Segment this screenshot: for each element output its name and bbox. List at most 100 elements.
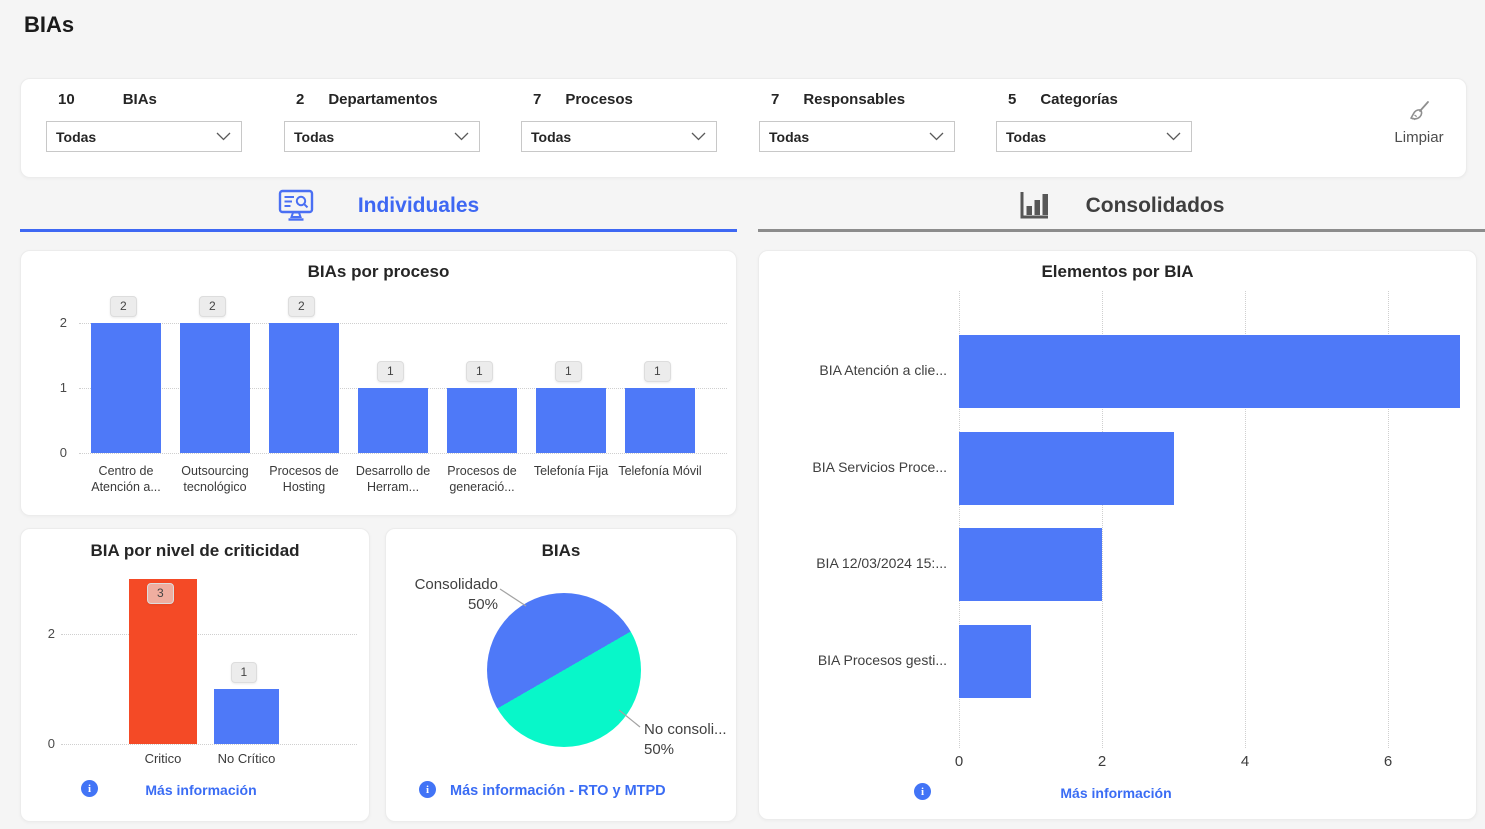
bar[interactable] bbox=[959, 625, 1031, 698]
more-info-link[interactable]: Más información bbox=[145, 782, 257, 798]
bar[interactable] bbox=[91, 323, 161, 453]
filter-departamentos-label: Departamentos bbox=[328, 91, 438, 108]
x-axis-category-label: Procesos de Hosting bbox=[269, 464, 339, 495]
bias-por-proceso-chart: 0 1 2 2 Centro de Atención a... 2 Outsourcing … bbox=[21, 251, 736, 515]
bar[interactable] bbox=[959, 335, 1460, 408]
x-axis-category-label: Telefonía Móvil bbox=[618, 464, 702, 478]
data-label: 1 bbox=[555, 361, 582, 382]
chart-card-bias-pie: BIAs Consolidado 50% No consoli... 50% i Má… bbox=[385, 528, 737, 822]
y-axis-category-label: BIA Procesos gesti... bbox=[817, 651, 947, 668]
filter-procesos-count: 7 bbox=[533, 91, 542, 108]
filter-categorias: 5 Categorías Todas bbox=[996, 91, 1192, 152]
procesos-filter-dropdown[interactable]: Todas bbox=[521, 121, 717, 152]
chart-title: BIAs bbox=[541, 541, 581, 560]
chevron-down-icon bbox=[454, 132, 469, 141]
y-axis-tick: 0 bbox=[47, 736, 55, 751]
chevron-down-icon bbox=[929, 132, 944, 141]
gridline bbox=[79, 323, 727, 324]
data-label: 2 bbox=[199, 296, 226, 317]
filter-bias: 10 BIAs Todas bbox=[46, 91, 242, 152]
filter-departamentos-count: 2 bbox=[296, 91, 305, 108]
filter-responsables-count: 7 bbox=[771, 91, 780, 108]
bar[interactable] bbox=[536, 388, 606, 453]
data-label: 2 bbox=[110, 296, 137, 317]
data-label: 3 bbox=[147, 583, 174, 604]
pie-slice-label: No consoli... 50% bbox=[644, 721, 727, 759]
chart-title: BIAs por proceso bbox=[307, 262, 450, 281]
filter-categorias-label: Categorías bbox=[1040, 91, 1118, 108]
pie-chart[interactable] bbox=[487, 593, 641, 747]
y-axis-category-label: BIA Atención a clie... bbox=[819, 361, 947, 378]
data-label: 1 bbox=[230, 662, 258, 683]
y-axis-category-label: BIA 12/03/2024 15:... bbox=[816, 554, 947, 571]
more-info-link[interactable]: Más información - RTO y MTPD bbox=[450, 783, 666, 799]
broom-icon bbox=[1410, 100, 1429, 120]
gridline bbox=[1102, 291, 1103, 748]
filter-bar: 10 BIAs Todas 2 Departamentos Todas 7 Pr… bbox=[20, 78, 1467, 178]
y-axis-tick: 2 bbox=[47, 626, 55, 641]
gridline bbox=[61, 634, 357, 635]
data-label: 1 bbox=[377, 361, 404, 382]
x-axis-category-label: Critico bbox=[144, 751, 182, 766]
filter-responsables: 7 Responsables Todas bbox=[759, 91, 955, 152]
info-icon[interactable]: i bbox=[81, 780, 98, 797]
data-label: 1 bbox=[466, 361, 493, 382]
page-title: BIAs bbox=[24, 12, 75, 37]
filter-bias-count: 10 bbox=[58, 91, 75, 108]
chart-card-bias-por-proceso: BIAs por proceso 0 1 2 2 Centro de Atención … bbox=[20, 250, 737, 516]
filter-procesos-label: Procesos bbox=[565, 91, 633, 108]
procesos-filter-value: Todas bbox=[531, 128, 572, 145]
bar[interactable] bbox=[269, 323, 339, 453]
gridline bbox=[1245, 291, 1246, 748]
bar[interactable] bbox=[180, 323, 250, 453]
clear-filters-label: Limpiar bbox=[1394, 128, 1444, 146]
responsables-filter-value: Todas bbox=[769, 128, 810, 145]
bar[interactable] bbox=[447, 388, 517, 453]
y-axis-tick: 1 bbox=[59, 380, 67, 395]
chart-title: BIA por nivel de criticidad bbox=[90, 541, 300, 560]
more-info-link[interactable]: Más información bbox=[1060, 785, 1172, 801]
x-axis-category-label: Centro de Atención a... bbox=[91, 464, 161, 495]
clear-filters-button[interactable]: Limpiar bbox=[1373, 87, 1465, 157]
gridline bbox=[79, 453, 727, 454]
chevron-down-icon bbox=[691, 132, 706, 141]
bar[interactable] bbox=[129, 579, 197, 744]
y-axis-category-label: BIA Servicios Proce... bbox=[812, 458, 947, 475]
x-axis-category-label: No Crítico bbox=[217, 751, 276, 766]
chart-card-elementos-por-bia: Elementos por BIA 0 2 4 6 BIA Atención a cli… bbox=[758, 250, 1477, 820]
departamentos-filter-dropdown[interactable]: Todas bbox=[284, 121, 480, 152]
pie-slice-label: Consolidado 50% bbox=[414, 576, 498, 614]
info-icon[interactable]: i bbox=[419, 781, 436, 798]
x-axis-tick: 2 bbox=[1097, 753, 1107, 770]
gridline bbox=[1388, 291, 1389, 748]
data-label: 1 bbox=[644, 361, 671, 382]
x-axis-category-label: Telefonía Fija bbox=[533, 464, 609, 478]
chart-card-criticidad: BIA por nivel de criticidad 0 2 3 Critico 1 N… bbox=[20, 528, 370, 822]
filter-procesos: 7 Procesos Todas bbox=[521, 91, 717, 152]
chevron-down-icon bbox=[216, 132, 231, 141]
categorias-filter-dropdown[interactable]: Todas bbox=[996, 121, 1192, 152]
gridline bbox=[61, 744, 357, 745]
y-axis-tick: 2 bbox=[59, 315, 67, 330]
x-axis-tick: 0 bbox=[954, 753, 964, 770]
departamentos-filter-value: Todas bbox=[294, 128, 335, 145]
bar[interactable] bbox=[959, 432, 1174, 505]
info-icon[interactable]: i bbox=[914, 783, 931, 800]
data-label: 2 bbox=[288, 296, 315, 317]
filter-categorias-count: 5 bbox=[1008, 91, 1017, 108]
responsables-filter-dropdown[interactable]: Todas bbox=[759, 121, 955, 152]
chevron-down-icon bbox=[1166, 132, 1181, 141]
bias-filter-dropdown[interactable]: Todas bbox=[46, 121, 242, 152]
bar[interactable] bbox=[358, 388, 428, 453]
tab-consolidados-label: Consolidados bbox=[1085, 193, 1225, 217]
monitor-search-icon bbox=[278, 189, 314, 221]
bias-pie-chart: Consolidado 50% No consoli... 50% bbox=[386, 529, 736, 821]
bar[interactable] bbox=[625, 388, 695, 453]
tab-consolidados[interactable]: Consolidados bbox=[758, 182, 1485, 232]
bar[interactable] bbox=[959, 528, 1102, 601]
tab-individuales-label: Individuales bbox=[357, 193, 480, 217]
bar[interactable] bbox=[214, 689, 279, 744]
chart-title: Elementos por BIA bbox=[1041, 262, 1194, 281]
tab-individuales[interactable]: Individuales bbox=[20, 182, 737, 232]
elementos-por-bia-chart: 0 2 4 6 BIA Atención a clie... BIA Servicios … bbox=[759, 251, 1476, 819]
